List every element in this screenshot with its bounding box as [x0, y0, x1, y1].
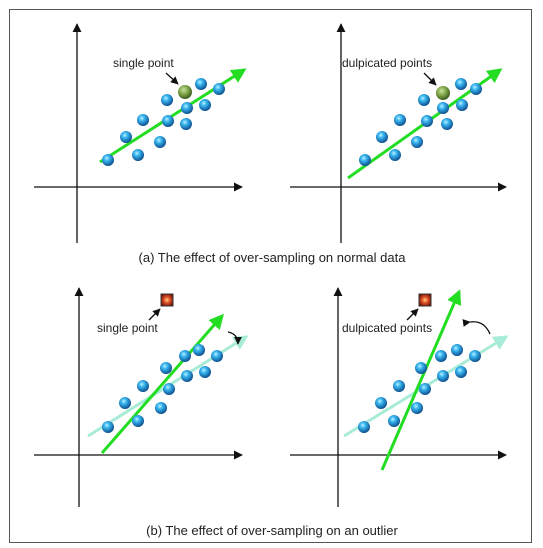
pointer-arrow	[165, 72, 179, 85]
data-point	[119, 397, 131, 409]
data-point	[437, 370, 449, 382]
trend-line	[99, 68, 247, 164]
data-point	[358, 421, 370, 433]
data-point	[163, 383, 175, 395]
data-point	[437, 102, 449, 114]
data-point	[455, 78, 467, 90]
data-point	[160, 362, 172, 374]
panel-top-left: single point	[34, 23, 247, 243]
data-point	[411, 402, 423, 414]
point-label: single point	[97, 321, 158, 335]
caption-b: (b) The effect of over-sampling on an ou…	[146, 523, 398, 538]
data-point	[132, 149, 144, 161]
data-point	[451, 344, 463, 356]
data-point	[418, 94, 430, 106]
data-point	[421, 115, 433, 127]
data-point	[180, 118, 192, 130]
data-point	[137, 114, 149, 126]
point-label: dulpicated points	[342, 56, 432, 70]
data-point	[102, 154, 114, 166]
panel-bottom-right: dulpicated points	[290, 287, 509, 507]
outlier-point	[418, 293, 432, 307]
data-point	[211, 350, 223, 362]
data-point	[469, 350, 481, 362]
data-point	[389, 149, 401, 161]
data-point	[155, 402, 167, 414]
data-point	[102, 421, 114, 433]
data-point	[359, 154, 371, 166]
pointer-arrow	[423, 72, 437, 86]
shifted-trend-line	[100, 313, 224, 454]
data-points	[359, 78, 482, 166]
data-point	[394, 114, 406, 126]
data-point	[162, 115, 174, 127]
outlier-point	[160, 293, 174, 307]
data-point	[470, 83, 482, 95]
data-point	[415, 362, 427, 374]
highlighted-point	[436, 86, 450, 100]
point-label: dulpicated points	[342, 321, 432, 335]
data-point	[376, 131, 388, 143]
data-point	[435, 350, 447, 362]
data-point	[411, 136, 423, 148]
data-points	[102, 78, 225, 166]
pointer-arrow	[406, 308, 419, 321]
data-point	[120, 131, 132, 143]
data-point	[161, 94, 173, 106]
data-point	[388, 415, 400, 427]
data-point	[132, 415, 144, 427]
highlighted-point	[178, 85, 192, 99]
rotation-arrow	[462, 319, 491, 335]
shifted-trend-line	[380, 289, 462, 471]
data-point	[137, 380, 149, 392]
panel-top-right: dulpicated points	[290, 23, 507, 243]
data-point	[199, 366, 211, 378]
data-point	[195, 78, 207, 90]
caption-a: (a) The effect of over-sampling on norma…	[139, 250, 407, 265]
data-point	[181, 102, 193, 114]
data-points	[102, 344, 223, 433]
data-point	[419, 383, 431, 395]
point-label: single point	[113, 56, 174, 70]
data-point	[193, 344, 205, 356]
data-point	[154, 136, 166, 148]
rotation-arrow	[227, 331, 242, 345]
data-point	[179, 350, 191, 362]
data-points	[358, 344, 481, 433]
data-point	[375, 397, 387, 409]
data-point	[456, 99, 468, 111]
pointer-arrow	[148, 308, 161, 321]
data-point	[181, 370, 193, 382]
data-point	[441, 118, 453, 130]
data-point	[213, 83, 225, 95]
panel-bottom-left: single point	[34, 287, 249, 507]
data-point	[455, 366, 467, 378]
data-point	[199, 99, 211, 111]
data-point	[393, 380, 405, 392]
